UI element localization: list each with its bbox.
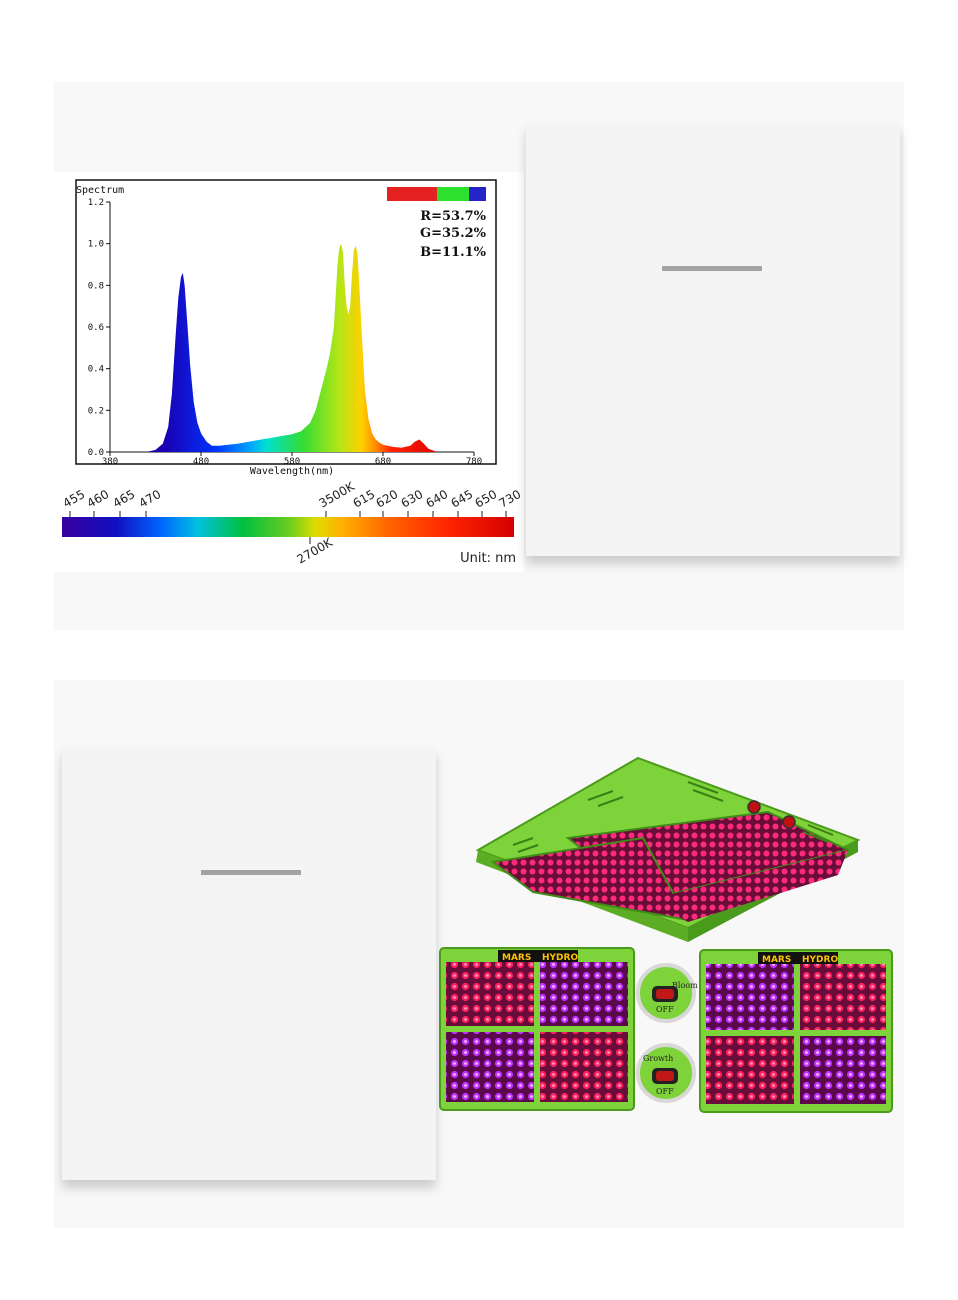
y-ticks: 0.0 0.2 0.4 0.6 0.8 1.0 1.2: [88, 198, 110, 458]
legend-g: G=35.2%: [420, 226, 487, 241]
bloom-off: OFF: [656, 1005, 674, 1014]
wavelength-top-label: 470: [137, 487, 164, 511]
wavelength-top-label: 730: [497, 487, 524, 511]
bloom-label: Bloom: [672, 981, 698, 990]
spectrum-series-area: [110, 243, 474, 452]
growth-off: OFF: [656, 1087, 674, 1096]
x-tick-label: 380: [102, 457, 118, 467]
legend-b: B=11.1%: [420, 245, 487, 260]
x-ticks: 380 480 580 680 780: [102, 452, 482, 467]
x-tick-label: 580: [284, 457, 300, 467]
spectrum-chart: Spectrum 0.0 0.2 0.4 0.6 0.8 1.0 1.2 380 480 580…: [54, 172, 524, 572]
wavelength-top-label: 650: [473, 487, 500, 511]
lamp-angled-view: [475, 756, 861, 942]
brand-right-b: HYDRO: [802, 955, 838, 965]
wavelength-color-bar: [62, 517, 514, 537]
wavelength-top-label: 3500K: [317, 479, 358, 511]
y-tick-label: 0.2: [88, 406, 104, 416]
card-divider: [662, 266, 762, 271]
brand-left-a: MARS: [502, 953, 531, 963]
brand-right-a: MARS: [762, 955, 791, 965]
legend-bar-blue: [469, 187, 486, 201]
x-tick-label: 480: [193, 457, 209, 467]
card-divider: [201, 870, 301, 875]
legend-bar-red: [387, 187, 437, 201]
info-card-bottom: [62, 748, 436, 1180]
wavelength-bottom-label: 2700K: [295, 535, 336, 567]
wavelength-top-label: 455: [61, 487, 88, 511]
wavelength-top-label: 645: [449, 487, 476, 511]
brand-left-b: HYDRO: [542, 953, 578, 963]
legend-r: R=53.7%: [420, 209, 486, 224]
wavelength-top-label: 640: [424, 487, 451, 511]
wavelength-top-label: 460: [85, 487, 112, 511]
info-card-top: [526, 124, 900, 556]
y-tick-label: 0.6: [88, 323, 104, 333]
growth-switch: Growth OFF: [636, 1043, 696, 1103]
spectrum-section: Spectrum 0.0 0.2 0.4 0.6 0.8 1.0 1.2 380 480 580…: [54, 82, 904, 630]
product-image: MARS HYDRO Bloom OFF Growth OFF: [438, 750, 904, 1130]
y-tick-label: 0.0: [88, 448, 104, 458]
wavelength-top-label: 620: [374, 487, 401, 511]
y-tick-label: 0.4: [88, 365, 104, 375]
y-tick-label: 0.8: [88, 281, 104, 291]
lamp-panel-left: MARS HYDRO: [439, 947, 635, 1111]
chart-frame: [75, 179, 497, 465]
x-tick-label: 780: [466, 457, 482, 467]
y-tick-label: 1.0: [88, 240, 104, 250]
y-tick-label: 1.2: [88, 198, 104, 208]
wavelength-top-label: 630: [399, 487, 426, 511]
growth-label: Growth: [643, 1054, 673, 1063]
product-section: MARS HYDRO Bloom OFF Growth OFF: [54, 680, 904, 1228]
wavelength-unit: Unit: nm: [460, 551, 516, 566]
x-axis-label: Wavelength(nm): [250, 466, 334, 477]
lamp-panel-right: MARS HYDRO: [699, 949, 893, 1113]
wavelength-top-label: 465: [111, 487, 138, 511]
legend-bar-green: [437, 187, 469, 201]
chart-title: Spectrum: [76, 185, 124, 196]
bloom-switch: Bloom OFF: [636, 963, 698, 1023]
x-tick-label: 680: [375, 457, 391, 467]
